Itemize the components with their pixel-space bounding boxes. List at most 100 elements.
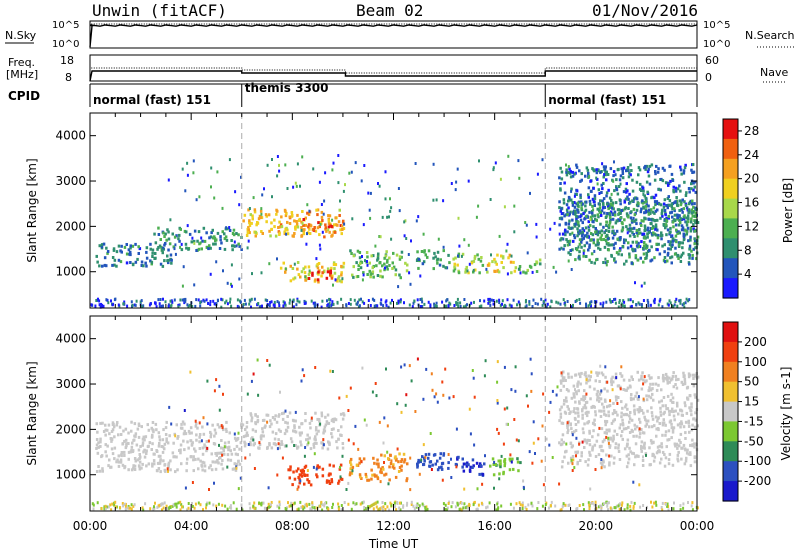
range-gate-cell [582, 254, 585, 258]
range-gate-cell [373, 304, 376, 308]
range-gate-cell [660, 233, 664, 237]
range-gate-cell [617, 446, 620, 450]
range-gate-cell [670, 202, 674, 206]
range-gate-cell [243, 440, 246, 444]
range-gate-cell [289, 279, 293, 283]
range-gate-cell [157, 444, 161, 448]
range-gate-cell [94, 304, 97, 308]
range-gate-cell [282, 304, 285, 308]
range-gate-cell [193, 241, 196, 245]
range-gate-cell [621, 228, 624, 232]
range-gate-cell [276, 174, 279, 178]
range-gate-cell [565, 170, 568, 174]
range-gate-cell [298, 431, 302, 435]
range-gate-cell [469, 432, 472, 436]
range-gate-cell [599, 199, 602, 203]
range-gate-cell [341, 442, 345, 445]
range-gate-cell [616, 219, 619, 223]
range-gate-cell [553, 221, 556, 225]
range-gate-cell [130, 503, 133, 507]
range-gate-cell [507, 154, 510, 158]
range-gate-cell [167, 465, 170, 469]
range-gate-cell [214, 460, 217, 464]
range-gate-cell [684, 431, 687, 435]
range-gate-cell [562, 370, 565, 374]
range-gate-cell [594, 217, 597, 221]
range-gate-cell [642, 299, 645, 302]
range-gate-cell [123, 466, 126, 470]
range-gate-cell [590, 260, 593, 264]
range-gate-cell [369, 504, 372, 508]
range-gate-cell [278, 225, 282, 229]
range-gate-cell [585, 200, 588, 204]
range-gate-cell [100, 507, 103, 511]
range-gate-cell [649, 259, 652, 263]
range-gate-cell [273, 218, 276, 222]
range-gate-cell [602, 202, 605, 205]
range-gate-cell [398, 466, 402, 469]
range-gate-cell [150, 260, 154, 264]
range-gate-cell [467, 271, 470, 275]
range-gate-cell [472, 268, 475, 272]
range-gate-cell [605, 224, 608, 227]
range-gate-cell [419, 274, 422, 278]
range-gate-cell [216, 231, 220, 235]
range-gate-cell [643, 446, 646, 450]
range-gate-cell [690, 202, 694, 206]
range-gate-cell [180, 462, 183, 466]
range-gate-cell [470, 261, 474, 265]
range-gate-cell [340, 434, 343, 437]
range-gate-cell [213, 434, 216, 438]
range-gate-cell [95, 470, 99, 473]
range-gate-cell [427, 300, 430, 304]
range-gate-cell [666, 394, 670, 398]
range-gate-cell [172, 245, 175, 249]
range-gate-cell [577, 372, 581, 376]
range-gate-cell [229, 458, 233, 462]
range-gate-cell [212, 442, 216, 445]
range-gate-cell [445, 304, 448, 308]
range-gate-cell [332, 261, 336, 265]
range-gate-cell [513, 230, 516, 234]
range-gate-cell [535, 260, 538, 264]
range-gate-cell [384, 197, 387, 201]
range-gate-cell [696, 221, 700, 224]
range-gate-cell [320, 215, 324, 219]
range-gate-cell [643, 415, 646, 419]
range-gate-cell [603, 211, 606, 215]
range-gate-cell [386, 450, 389, 454]
range-gate-cell [374, 244, 377, 248]
range-gate-cell [679, 408, 682, 412]
range-gate-cell [307, 277, 311, 280]
range-gate-cell [537, 437, 540, 441]
colorbar-swatch [723, 138, 738, 160]
range-gate-cell [451, 501, 454, 505]
range-gate-cell [646, 232, 649, 236]
range-gate-cell [637, 395, 640, 399]
range-gate-cell [201, 452, 205, 456]
range-gate-cell [670, 235, 673, 238]
range-gate-cell [675, 199, 679, 203]
range-gate-cell [642, 246, 645, 250]
range-gate-cell [613, 298, 615, 301]
range-gate-cell [600, 229, 604, 233]
range-gate-cell [352, 265, 355, 269]
range-gate-cell [310, 418, 313, 422]
range-gate-cell [348, 171, 351, 175]
range-gate-cell [615, 376, 618, 380]
range-gate-cell [581, 427, 585, 431]
range-gate-cell [676, 457, 679, 461]
range-gate-cell [650, 411, 654, 415]
range-gate-cell [600, 389, 603, 393]
range-gate-cell [326, 267, 330, 271]
range-gate-cell [157, 226, 160, 230]
range-gate-cell [656, 417, 660, 420]
range-gate-cell [238, 277, 241, 281]
range-gate-cell [292, 470, 295, 474]
range-gate-cell [318, 233, 321, 237]
range-gate-cell [125, 252, 129, 256]
range-gate-cell [286, 425, 290, 429]
range-gate-cell [358, 251, 362, 254]
range-gate-cell [317, 262, 321, 265]
range-gate-cell [620, 221, 624, 225]
